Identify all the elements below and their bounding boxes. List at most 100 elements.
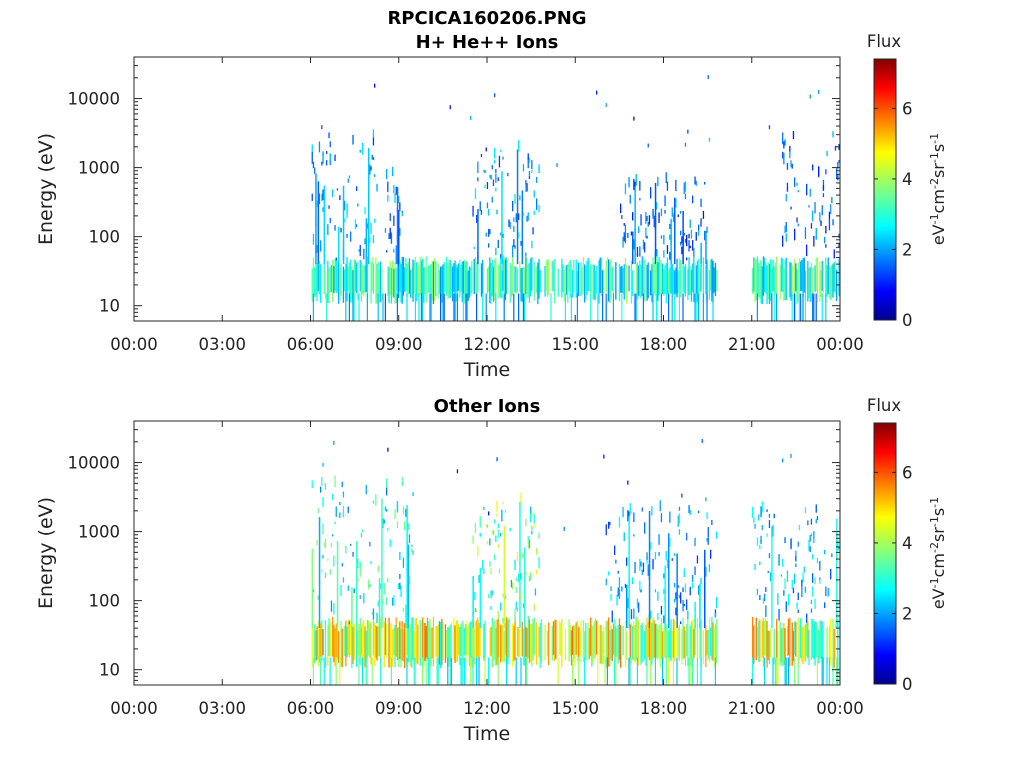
flux-band-cell xyxy=(774,262,777,294)
flux-low-streak xyxy=(605,293,607,321)
flux-band-cell xyxy=(533,261,535,301)
flux-band-cell xyxy=(669,628,671,659)
flux-burst-column xyxy=(634,186,636,265)
flux-burst-cell xyxy=(610,586,612,592)
flux-band-cell xyxy=(800,261,802,291)
flux-burst-cell xyxy=(645,227,647,238)
flux-low-streak xyxy=(777,657,779,685)
flux-band-cell xyxy=(659,259,661,294)
flux-band-cell xyxy=(616,628,618,658)
flux-burst-cell xyxy=(692,582,694,589)
flux-burst-cell xyxy=(386,508,388,512)
flux-burst-cell xyxy=(532,227,534,235)
flux-burst-cell xyxy=(828,211,831,220)
flux-burst-cell xyxy=(700,577,702,585)
flux-burst-cell xyxy=(495,169,497,174)
flux-band-cell xyxy=(334,628,336,667)
flux-burst-cell xyxy=(509,221,511,229)
flux-band-cell xyxy=(446,630,448,658)
flux-burst-cell xyxy=(335,506,337,517)
flux-band-cell xyxy=(754,258,756,303)
flux-burst-cell xyxy=(782,132,784,145)
flux-band-cell xyxy=(500,257,502,298)
flux-low-streak xyxy=(771,293,773,321)
flux-burst-cell xyxy=(359,595,361,600)
flux-burst-cell xyxy=(638,226,640,233)
panel-1: H+ He++ Ions 00:00 03:00 06:00 09:00 12:00 15… xyxy=(35,32,948,381)
flux-band-cell xyxy=(612,266,615,296)
flux-burst-cell xyxy=(480,154,483,158)
flux-burst-cell xyxy=(782,558,784,567)
flux-burst-cell xyxy=(700,218,702,227)
flux-burst-cell xyxy=(358,249,360,252)
flux-band-cell xyxy=(586,260,588,295)
flux-sparse-dot xyxy=(790,453,792,458)
flux-band-cell xyxy=(807,261,809,302)
flux-band-cell xyxy=(514,266,516,293)
flux-burst-column xyxy=(405,604,407,629)
flux-burst-cell xyxy=(533,190,535,198)
flux-burst-cell xyxy=(476,609,478,612)
flux-burst-cell xyxy=(383,519,385,524)
flux-burst-cell xyxy=(654,589,657,593)
flux-burst-cell xyxy=(652,558,654,570)
flux-burst-cell xyxy=(660,208,663,217)
flux-burst-cell xyxy=(647,221,649,227)
flux-burst-column xyxy=(477,209,479,265)
flux-low-streak xyxy=(462,293,464,321)
flux-band-cell xyxy=(356,262,358,294)
flux-low-streak xyxy=(662,657,664,685)
flux-band-cell xyxy=(825,257,827,304)
flux-burst-cell xyxy=(368,579,370,590)
flux-burst-cell xyxy=(632,212,634,221)
flux-burst-cell xyxy=(329,153,331,165)
flux-band-cell xyxy=(698,258,700,301)
flux-band-cell xyxy=(794,258,796,295)
flux-band-cell xyxy=(453,263,455,292)
flux-burst-cell xyxy=(683,232,685,236)
flux-band-cell xyxy=(617,624,619,664)
flux-band-cell xyxy=(519,629,521,656)
flux-burst-cell xyxy=(399,202,401,211)
flux-burst-cell xyxy=(473,246,475,250)
flux-band-cell xyxy=(524,267,526,296)
flux-burst-cell xyxy=(520,240,522,246)
flux-band-cell xyxy=(574,624,576,667)
flux-band-cell xyxy=(660,263,663,295)
flux-band-cell xyxy=(387,267,389,297)
x-tick-label: 03:00 xyxy=(198,699,246,718)
panel-2-spectrogram xyxy=(311,439,840,685)
flux-band-cell xyxy=(686,623,688,657)
flux-band-cell xyxy=(555,620,557,659)
flux-band-cell xyxy=(502,617,504,662)
flux-burst-cell xyxy=(527,212,529,221)
flux-burst-cell xyxy=(807,520,809,526)
flux-band-cell xyxy=(671,263,673,295)
flux-band-cell xyxy=(602,631,604,665)
flux-band-cell xyxy=(398,627,400,668)
flux-burst-cell xyxy=(528,539,531,549)
flux-band-cell xyxy=(708,269,711,300)
flux-burst-cell xyxy=(671,558,673,561)
flux-burst-cell xyxy=(666,181,669,191)
flux-burst-cell xyxy=(490,605,492,611)
flux-band-cell xyxy=(384,617,387,655)
flux-band-cell xyxy=(816,257,819,303)
flux-burst-cell xyxy=(630,231,633,236)
flux-band-cell xyxy=(512,623,514,667)
flux-band-cell xyxy=(495,627,497,666)
flux-low-streak xyxy=(488,657,490,685)
flux-burst-column xyxy=(338,226,340,265)
flux-low-streak xyxy=(335,657,337,685)
flux-burst-column xyxy=(628,516,630,629)
flux-burst-cell xyxy=(694,537,696,547)
flux-low-streak xyxy=(406,657,408,685)
flux-band-cell xyxy=(389,624,391,668)
flux-band-cell xyxy=(456,620,459,662)
flux-band-cell xyxy=(494,620,496,661)
flux-band-cell xyxy=(634,625,636,663)
flux-band-cell xyxy=(434,258,436,302)
flux-low-streak xyxy=(678,293,680,321)
flux-band-cell xyxy=(695,265,697,303)
flux-burst-cell xyxy=(336,188,339,191)
